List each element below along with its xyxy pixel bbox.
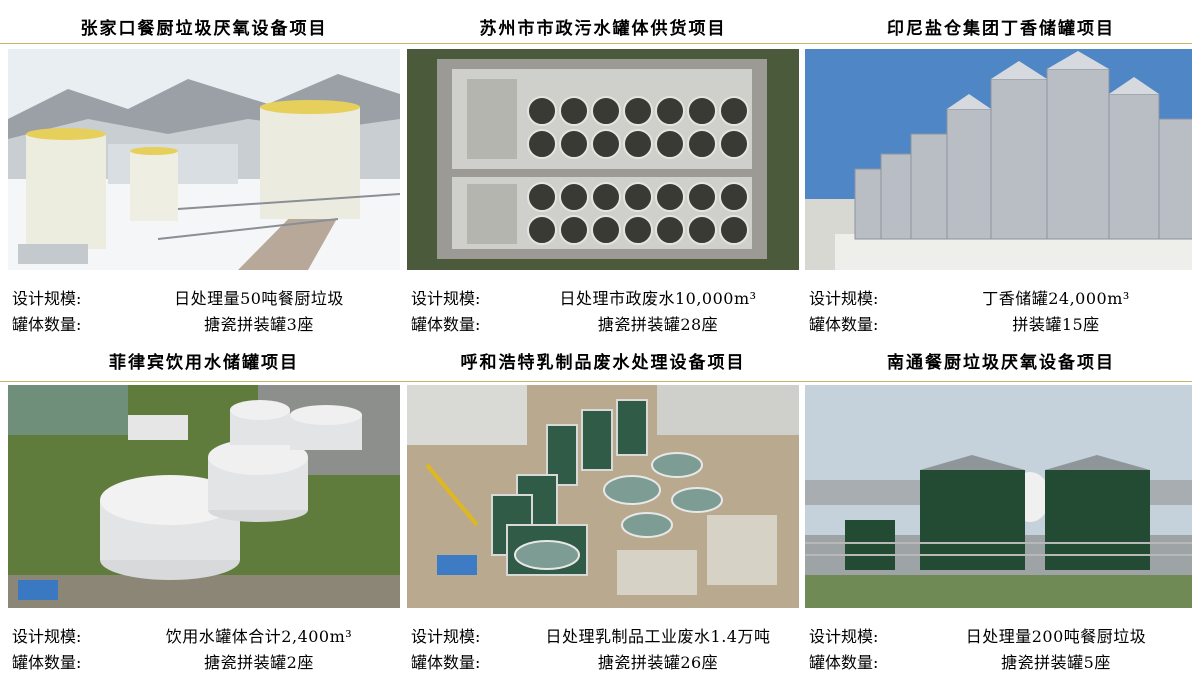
project-title: 张家口餐厨垃圾厌氧设备项目: [80, 19, 328, 39]
project-title: 呼和浩特乳制品废水处理设备项目: [460, 353, 746, 373]
scale-label: 设计规模:: [12, 289, 82, 308]
scale-label: 设计规模:: [809, 289, 879, 308]
project-card-nantong: 南通餐厨垃圾厌氧设备项目 设计规模: 日处理量200吨餐厨垃圾 罐体数量: 搪瓷…: [805, 340, 1192, 673]
count-label: 罐体数量:: [809, 315, 879, 334]
scale-label: 设计规模:: [411, 289, 481, 308]
project-photo: [805, 49, 1192, 270]
scale-label: 设计规模:: [12, 627, 82, 646]
project-card-zhangjiakou: 张家口餐厨垃圾厌氧设备项目 设计规模: 日处理量50吨餐厨垃圾 罐体数量: 搪瓷…: [8, 0, 400, 340]
scale-value: 日处理乳制品工业废水1.4万吨: [545, 627, 771, 646]
count-value: 搪瓷拼装罐2座: [204, 653, 314, 672]
project-title: 印尼盐仓集团丁香储罐项目: [887, 19, 1115, 39]
project-card-hohhot: 呼和浩特乳制品废水处理设备项目: [407, 340, 799, 673]
project-card-suzhou: 苏州市市政污水罐体供货项目 设计规模: 日处理市政废水10,000m³ 罐体数量…: [407, 0, 799, 340]
scale-label: 设计规模:: [411, 627, 481, 646]
project-photo: [8, 49, 400, 270]
project-card-indonesia: 印尼盐仓集团丁香储罐项目 设计规模:: [805, 0, 1192, 340]
scale-value: 日处理量50吨餐厨垃圾: [174, 289, 344, 308]
scale-value: 饮用水罐体合计2,400m³: [165, 627, 353, 646]
project-title: 菲律宾饮用水储罐项目: [109, 353, 299, 373]
top-rule: [0, 43, 1192, 44]
scale-value: 日处理市政废水10,000m³: [559, 289, 757, 308]
scale-label: 设计规模:: [809, 627, 879, 646]
project-title: 苏州市市政污水罐体供货项目: [479, 19, 727, 39]
count-value: 拼装罐15座: [1012, 315, 1100, 334]
count-label: 罐体数量:: [12, 315, 82, 334]
count-value: 搪瓷拼装罐5座: [1001, 653, 1111, 672]
count-label: 罐体数量:: [411, 653, 481, 672]
project-photo: [8, 385, 400, 608]
project-photo: [407, 385, 799, 608]
scale-value: 丁香储罐24,000m³: [982, 289, 1130, 308]
project-photo: [805, 385, 1192, 608]
project-photo: [407, 49, 799, 270]
count-label: 罐体数量:: [411, 315, 481, 334]
project-card-philippines: 菲律宾饮用水储罐项目 设计规模: 饮用水罐体合计2,400m³ 罐体数量: 搪瓷…: [8, 340, 400, 673]
project-title: 南通餐厨垃圾厌氧设备项目: [887, 353, 1115, 373]
scale-value: 日处理量200吨餐厨垃圾: [965, 627, 1147, 646]
count-label: 罐体数量:: [809, 653, 879, 672]
count-value: 搪瓷拼装罐28座: [597, 315, 719, 334]
count-value: 搪瓷拼装罐3座: [204, 315, 314, 334]
count-label: 罐体数量:: [12, 653, 82, 672]
middle-rule: [0, 381, 1192, 382]
count-value: 搪瓷拼装罐26座: [597, 653, 719, 672]
